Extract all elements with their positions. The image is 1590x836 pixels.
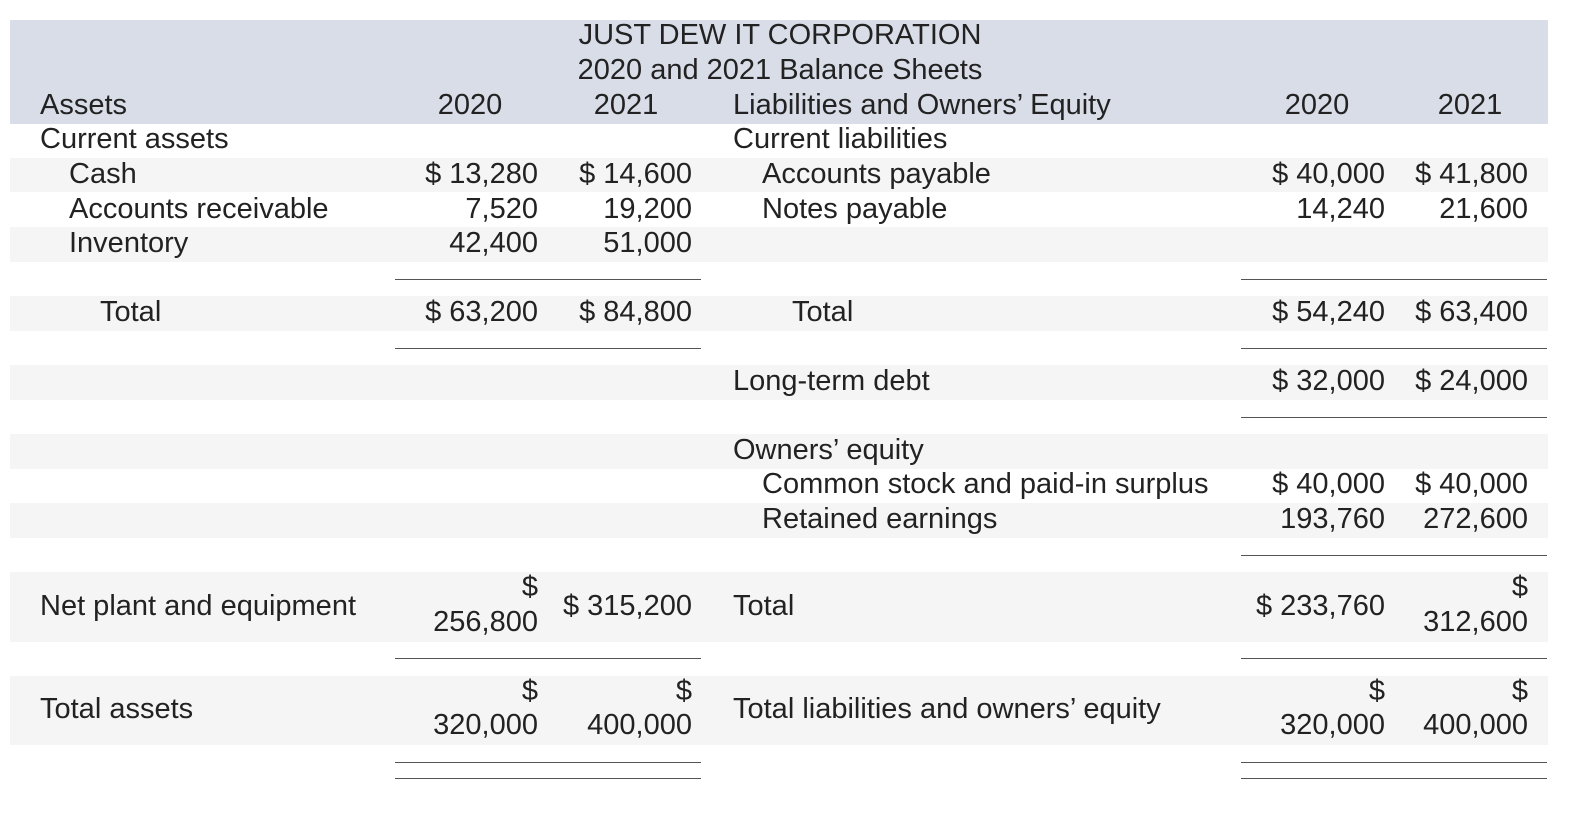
net-plant-2020: 256,800 bbox=[433, 606, 538, 638]
total-assets-2020: 320,000 bbox=[433, 709, 538, 741]
liabilities-heading: Liabilities and Owners’ Equity bbox=[733, 89, 1111, 121]
equity-total-label: Total bbox=[733, 590, 795, 622]
equity-total-2021: 312,600 bbox=[1423, 606, 1528, 638]
total-le-2020: 320,000 bbox=[1280, 709, 1385, 741]
inventory-2020: 42,400 bbox=[449, 227, 538, 259]
cash-label: Cash bbox=[69, 158, 137, 190]
ap-2020: $ 40,000 bbox=[1272, 158, 1385, 190]
long-term-debt-2020: $ 32,000 bbox=[1272, 365, 1385, 397]
common-stock-2021: $ 40,000 bbox=[1415, 468, 1528, 500]
ar-label: Accounts receivable bbox=[69, 193, 329, 225]
current-liabilities-total-2021: $ 63,400 bbox=[1415, 296, 1528, 328]
ap-2021: $ 41,800 bbox=[1415, 158, 1528, 190]
liab-year-2021: 2021 bbox=[1437, 89, 1503, 121]
inventory-label: Inventory bbox=[69, 227, 189, 259]
inventory-2021: 51,000 bbox=[603, 227, 692, 259]
subtotal-rule bbox=[1241, 555, 1547, 556]
row-stripe bbox=[10, 503, 1548, 538]
current-assets-total-2021: $ 84,800 bbox=[579, 296, 692, 328]
common-stock-2020: $ 40,000 bbox=[1272, 468, 1385, 500]
current-liabilities-total-2020: $ 54,240 bbox=[1272, 296, 1385, 328]
subtotal-rule bbox=[395, 279, 701, 280]
net-plant-2020-symbol: $ bbox=[521, 571, 538, 603]
header-band bbox=[10, 20, 1548, 124]
net-plant-2021: $ 315,200 bbox=[562, 590, 692, 622]
total-assets-2021: 400,000 bbox=[587, 709, 692, 741]
row-stripe bbox=[10, 434, 1548, 469]
row-stripe bbox=[10, 676, 1548, 745]
common-stock-label: Common stock and paid-in surplus bbox=[762, 468, 1209, 500]
ar-2021: 19,200 bbox=[603, 193, 692, 225]
statement-title: 2020 and 2021 Balance Sheets bbox=[577, 54, 983, 86]
row-stripe bbox=[10, 572, 1548, 642]
cash-2021: $ 14,600 bbox=[579, 158, 692, 190]
equity-total-2020: $ 233,760 bbox=[1255, 590, 1385, 622]
owners-equity-heading: Owners’ equity bbox=[733, 434, 924, 466]
double-rule-top bbox=[1241, 762, 1547, 763]
np-2020: 14,240 bbox=[1296, 193, 1385, 225]
total-rule bbox=[1241, 417, 1547, 418]
ap-label: Accounts payable bbox=[762, 158, 991, 190]
total-rule bbox=[395, 348, 701, 349]
assets-year-2021: 2021 bbox=[593, 89, 659, 121]
total-rule bbox=[1241, 348, 1547, 349]
np-label: Notes payable bbox=[762, 193, 948, 225]
ar-2020: 7,520 bbox=[465, 193, 538, 225]
total-le-2020-symbol: $ bbox=[1368, 675, 1385, 707]
total-rule bbox=[395, 658, 701, 659]
assets-year-2020: 2020 bbox=[437, 89, 503, 121]
double-rule-bottom bbox=[395, 778, 701, 779]
long-term-debt-label: Long-term debt bbox=[733, 365, 930, 397]
current-liabilities-heading: Current liabilities bbox=[733, 123, 948, 155]
total-le-2021: 400,000 bbox=[1423, 709, 1528, 741]
subtotal-rule bbox=[1241, 279, 1547, 280]
row-stripe bbox=[10, 296, 1548, 331]
cash-2020: $ 13,280 bbox=[425, 158, 538, 190]
total-assets-2021-symbol: $ bbox=[675, 675, 692, 707]
company-name: JUST DEW IT CORPORATION bbox=[578, 19, 982, 51]
total-assets-label: Total assets bbox=[40, 693, 194, 725]
retained-earnings-2021: 272,600 bbox=[1423, 503, 1528, 535]
retained-earnings-2020: 193,760 bbox=[1280, 503, 1385, 535]
row-stripe bbox=[10, 158, 1548, 192]
total-assets-2020-symbol: $ bbox=[521, 675, 538, 707]
liab-year-2020: 2020 bbox=[1284, 89, 1350, 121]
current-assets-total-label: Total bbox=[100, 296, 162, 328]
current-assets-total-2020: $ 63,200 bbox=[425, 296, 538, 328]
np-2021: 21,600 bbox=[1439, 193, 1528, 225]
double-rule-top bbox=[395, 762, 701, 763]
equity-total-2021-symbol: $ bbox=[1511, 571, 1528, 603]
current-assets-heading: Current assets bbox=[40, 123, 229, 155]
total-le-2021-symbol: $ bbox=[1511, 675, 1528, 707]
double-rule-bottom bbox=[1241, 778, 1547, 779]
retained-earnings-label: Retained earnings bbox=[762, 503, 998, 535]
assets-heading: Assets bbox=[40, 89, 128, 121]
total-liabilities-equity-label: Total liabilities and owners’ equity bbox=[733, 693, 1161, 725]
net-plant-label: Net plant and equipment bbox=[40, 590, 356, 622]
row-stripe bbox=[10, 365, 1548, 400]
total-rule bbox=[1241, 658, 1547, 659]
long-term-debt-2021: $ 24,000 bbox=[1415, 365, 1528, 397]
row-stripe bbox=[10, 227, 1548, 262]
current-liabilities-total-label: Total bbox=[792, 296, 854, 328]
